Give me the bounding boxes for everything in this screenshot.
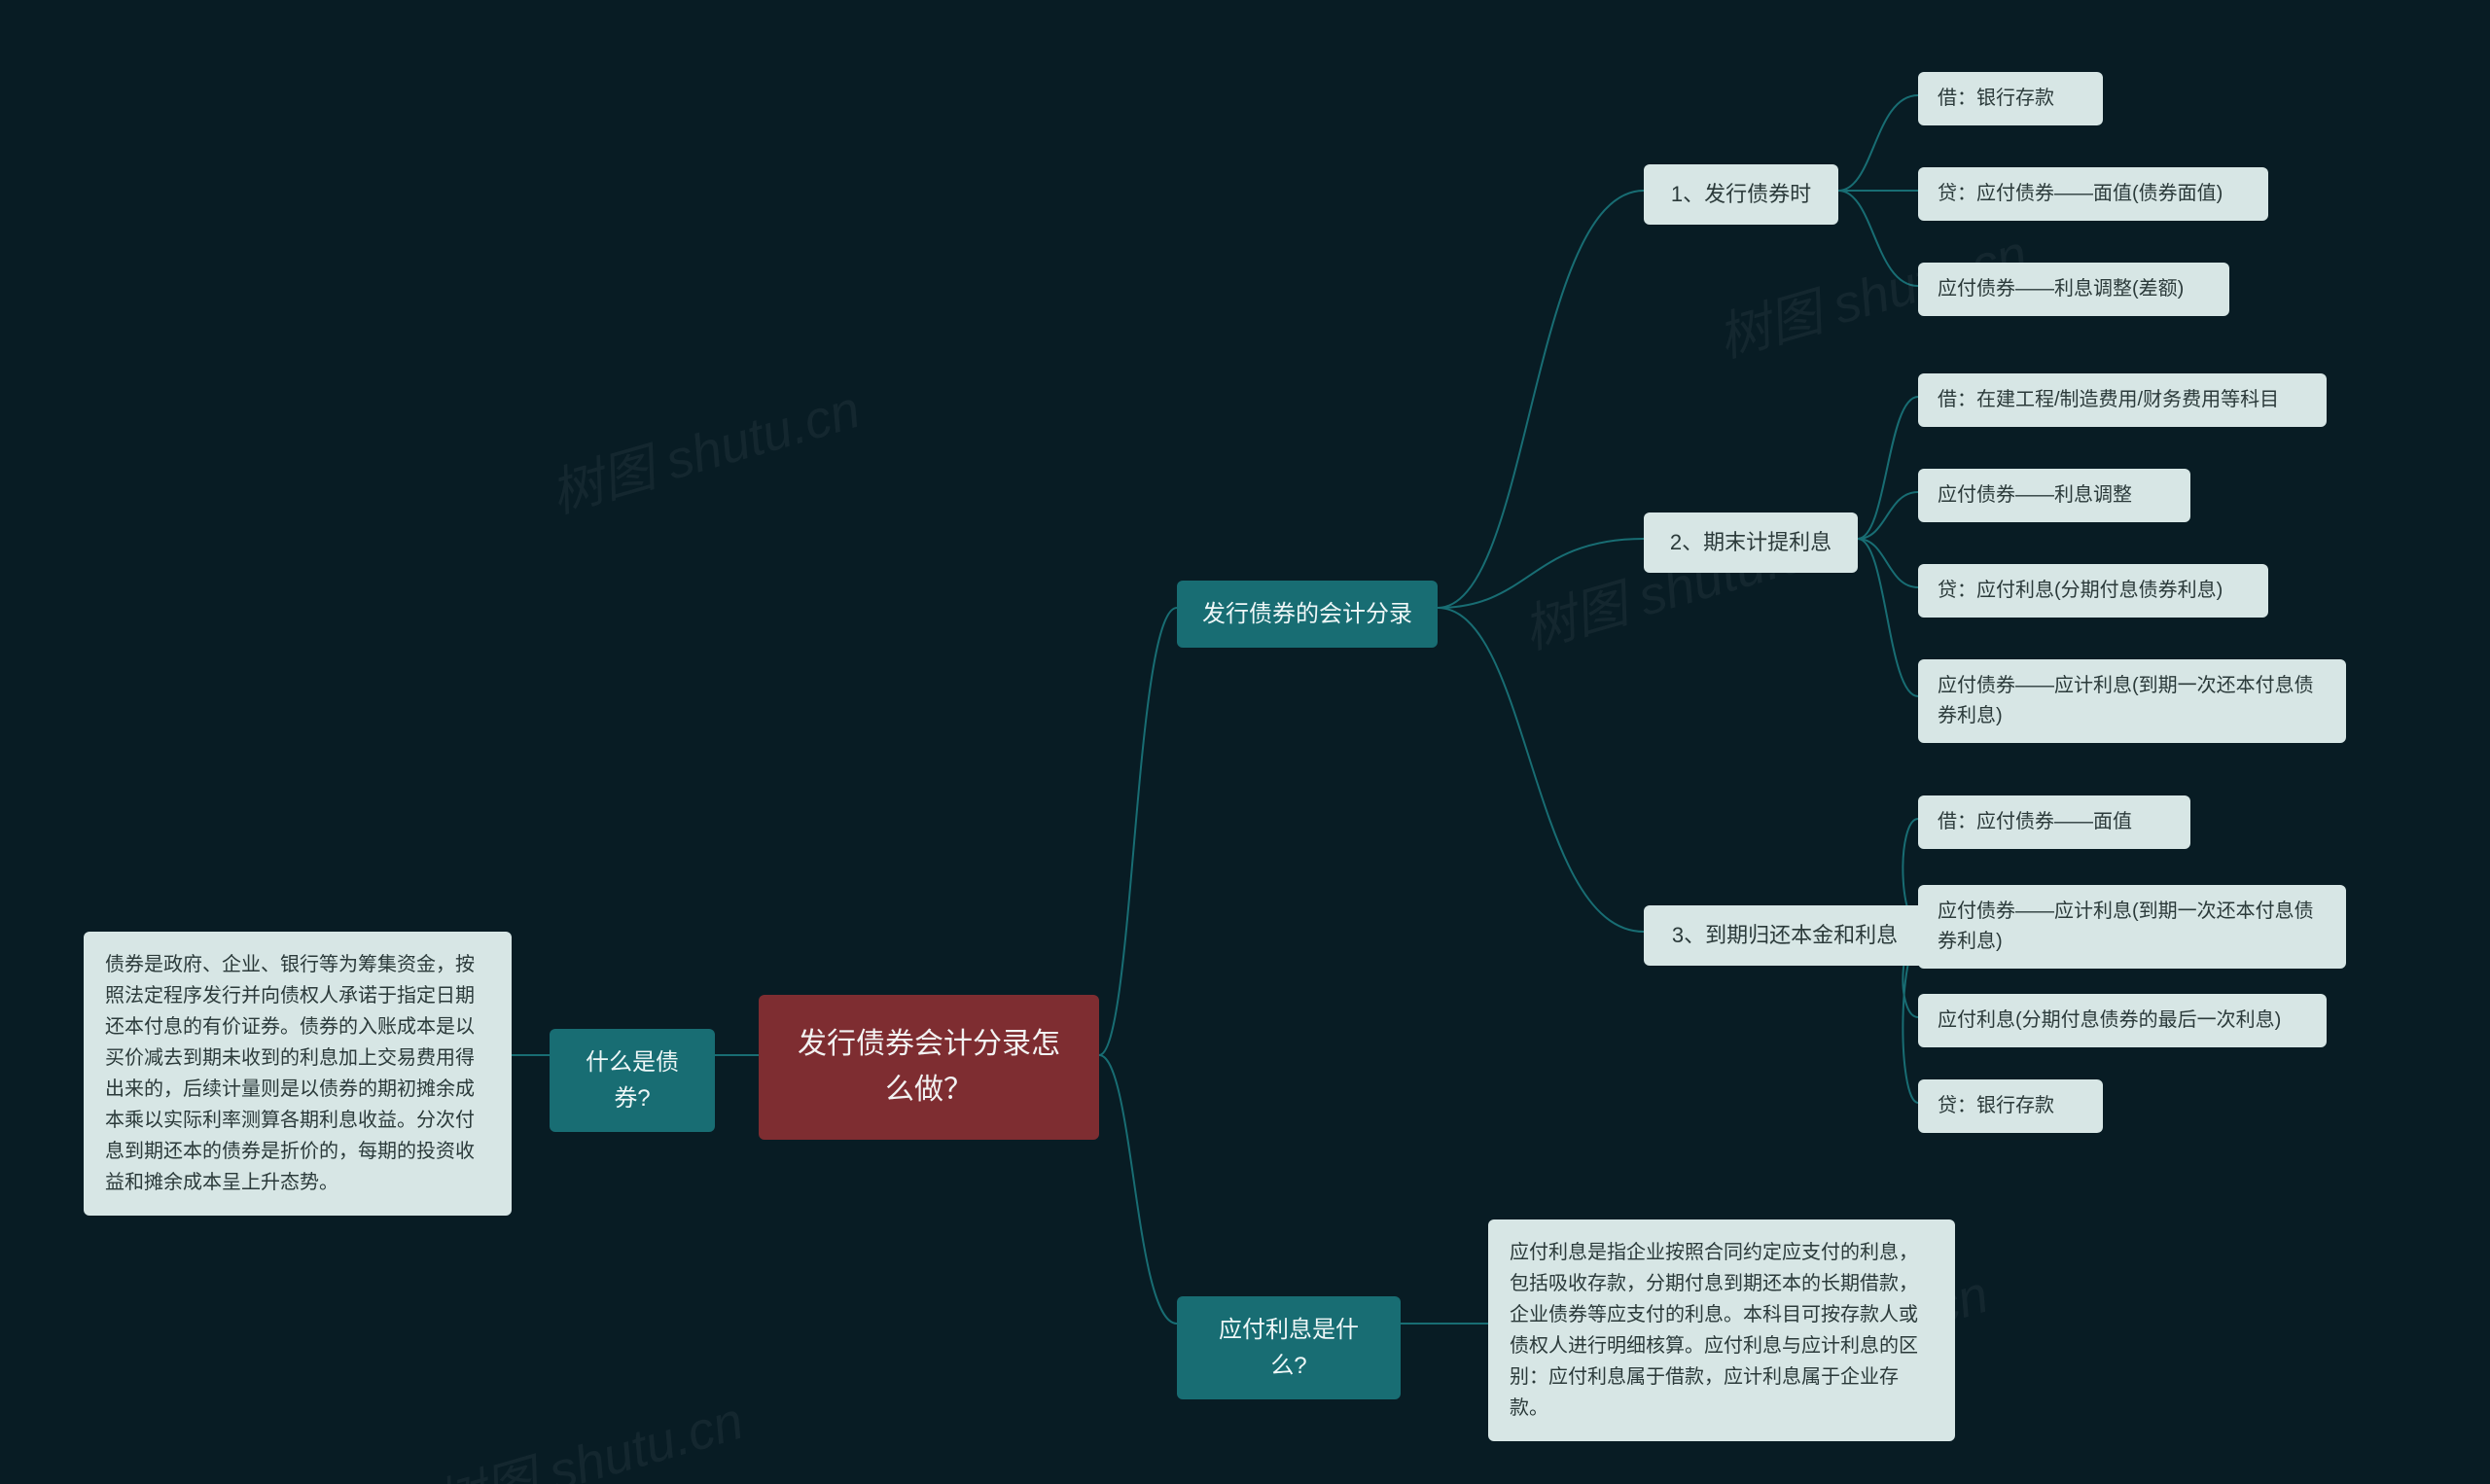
- leaf-s2-4: 应付债券——应计利息(到期一次还本付息债券利息): [1918, 659, 2346, 743]
- link-path: [1838, 191, 1918, 286]
- link-path: [1858, 492, 1918, 539]
- link-path: [1858, 539, 1918, 696]
- branch-what-is-bond[interactable]: 什么是债券?: [550, 1029, 715, 1132]
- leaf-s3-2: 应付债券——应计利息(到期一次还本付息债券利息): [1918, 885, 2346, 969]
- root-node[interactable]: 发行债券会计分录怎么做？: [759, 995, 1099, 1140]
- link-path: [1438, 608, 1644, 932]
- leaf-s1-1: 借：银行存款: [1918, 72, 2103, 125]
- watermark: 树图 shutu.cn: [423, 1377, 750, 1484]
- link-path: [1099, 1055, 1177, 1324]
- link-path: [1838, 95, 1918, 191]
- branch-accounting-entries[interactable]: 发行债券的会计分录: [1177, 581, 1438, 648]
- mindmap-stage: { "colors": { "background": "#081c24", "…: [0, 0, 2490, 1484]
- watermark: 树图 shutu.cn: [540, 366, 867, 527]
- link-path: [1438, 539, 1644, 608]
- leaf-s3-3: 应付利息(分期付息债券的最后一次利息): [1918, 994, 2327, 1047]
- leaf-s3-1: 借：应付债券——面值: [1918, 795, 2190, 849]
- sub-issue-bonds[interactable]: 1、发行债券时: [1644, 164, 1838, 225]
- link-path: [1858, 397, 1918, 539]
- branch-interest-payable[interactable]: 应付利息是什么?: [1177, 1296, 1401, 1399]
- sub-maturity-repay[interactable]: 3、到期归还本金和利息: [1644, 905, 1926, 966]
- leaf-s1-2: 贷：应付债券——面值(债券面值): [1918, 167, 2268, 221]
- link-path: [1099, 608, 1177, 1055]
- leaf-s2-3: 贷：应付利息(分期付息债券利息): [1918, 564, 2268, 618]
- leaf-s2-2: 应付债券——利息调整: [1918, 469, 2190, 522]
- leaf-what-is-bond-desc: 债券是政府、企业、银行等为筹集资金，按照法定程序发行并向债权人承诺于指定日期还本…: [84, 932, 512, 1216]
- link-path: [1858, 539, 1918, 587]
- leaf-interest-payable-desc: 应付利息是指企业按照合同约定应支付的利息，包括吸收存款，分期付息到期还本的长期借…: [1488, 1219, 1955, 1441]
- link-path: [1438, 191, 1644, 608]
- leaf-s1-3: 应付债券——利息调整(差额): [1918, 263, 2229, 316]
- leaf-s2-1: 借：在建工程/制造费用/财务费用等科目: [1918, 373, 2327, 427]
- sub-period-interest[interactable]: 2、期末计提利息: [1644, 512, 1858, 573]
- leaf-s3-4: 贷：银行存款: [1918, 1079, 2103, 1133]
